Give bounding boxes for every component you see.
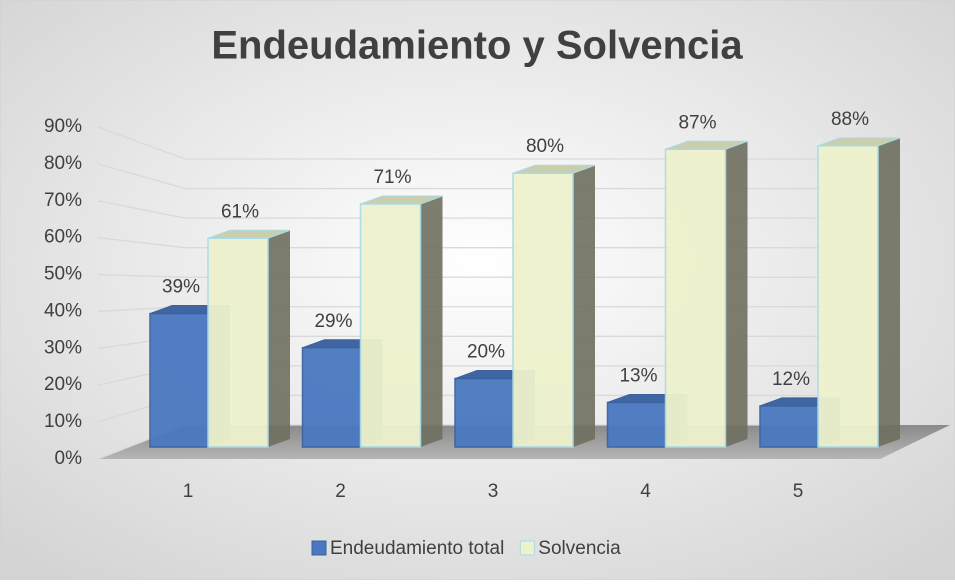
y-tick-label: 80% <box>44 153 82 174</box>
y-tick-label: 50% <box>44 264 82 285</box>
legend-swatch <box>519 540 535 556</box>
data-label: 39% <box>162 277 200 298</box>
bar-front <box>149 312 209 448</box>
bar-front <box>759 405 819 448</box>
bar-front <box>817 145 879 448</box>
data-label: 12% <box>772 369 810 390</box>
data-label: 13% <box>619 366 657 387</box>
y-tick-label: 20% <box>44 374 82 395</box>
chart-title: Endeudamiento y Solvencia <box>211 24 743 68</box>
data-label: 88% <box>831 109 869 130</box>
bar-front <box>207 237 269 448</box>
data-label: 20% <box>467 342 505 363</box>
grid-line <box>97 237 885 249</box>
bar-front <box>606 401 667 448</box>
bar-front <box>301 347 362 448</box>
legend-label: Endeudamiento total <box>330 538 504 559</box>
legend-swatch <box>311 540 327 556</box>
bar-side <box>573 165 595 447</box>
grid-line <box>97 200 885 219</box>
bar <box>817 137 901 448</box>
grid-line <box>97 273 885 278</box>
grid-line <box>97 163 885 190</box>
bar-side <box>268 230 290 447</box>
x-tick-label: 3 <box>488 481 499 502</box>
bar <box>359 195 443 448</box>
grid-line <box>97 126 885 160</box>
bar-side <box>878 137 900 447</box>
bar-side <box>420 196 443 447</box>
x-tick-label: 5 <box>793 481 804 502</box>
y-tick-label: 0% <box>55 448 83 469</box>
bar <box>512 164 596 448</box>
x-tick-label: 4 <box>640 481 651 502</box>
y-tick-label: 60% <box>44 227 82 248</box>
data-label: 29% <box>314 311 352 332</box>
y-tick-label: 90% <box>44 116 82 137</box>
bar-side <box>725 141 748 447</box>
y-tick-label: 40% <box>44 300 82 321</box>
bar-front <box>512 172 574 448</box>
data-label: 71% <box>373 167 411 188</box>
y-tick-label: 30% <box>44 337 82 358</box>
bar <box>664 140 748 448</box>
bar-front <box>664 148 727 448</box>
data-label: 87% <box>678 112 716 133</box>
bar-front <box>454 377 514 448</box>
legend-label: Solvencia <box>538 538 621 559</box>
y-tick-label: 10% <box>44 411 82 432</box>
x-tick-label: 1 <box>183 481 194 502</box>
x-tick-label: 2 <box>335 481 346 502</box>
y-tick-label: 70% <box>44 190 82 211</box>
bar-front <box>359 203 422 448</box>
bar <box>207 229 291 448</box>
data-label: 61% <box>221 201 259 222</box>
data-label: 80% <box>526 136 564 157</box>
